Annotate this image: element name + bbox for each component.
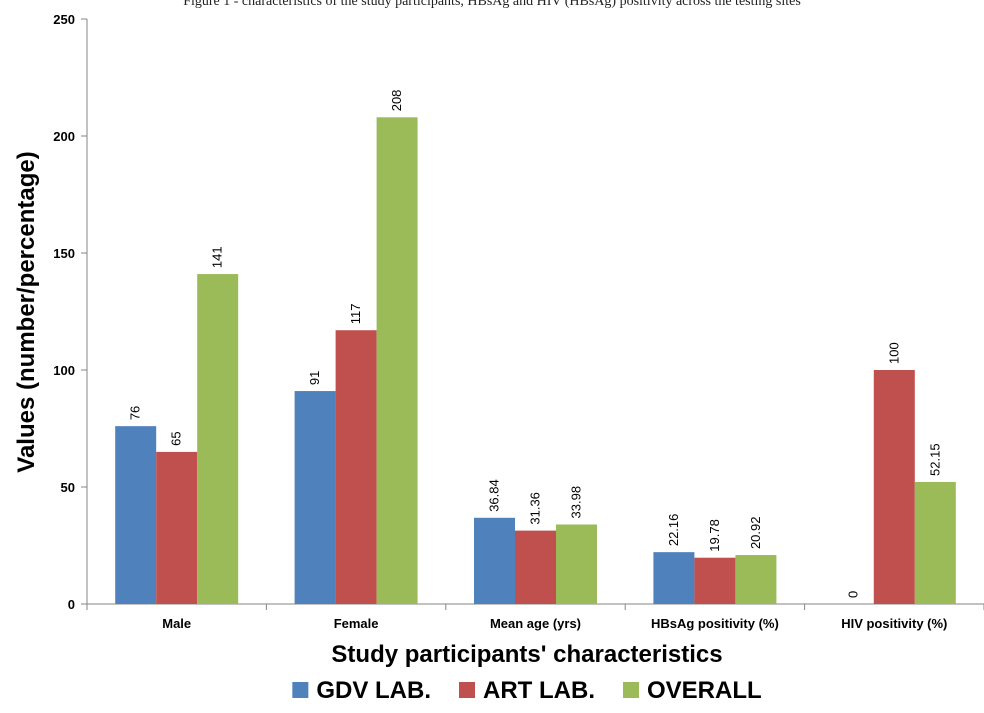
y-tick-label: 0	[68, 597, 75, 612]
data-label: 52.15	[927, 443, 942, 476]
data-label: 31.36	[528, 492, 543, 525]
figure-caption: Figure 1 - characteristics of the study …	[183, 0, 801, 9]
x-axis: Male Female Mean age (yrs) HBsAg positivity…	[86, 603, 984, 631]
data-label: 20.92	[748, 517, 763, 550]
bar	[156, 451, 198, 604]
bar	[735, 555, 777, 604]
y-tick-label: 250	[53, 12, 75, 27]
x-tick-label: Mean age (yrs)	[490, 616, 581, 631]
y-tick-label: 200	[53, 129, 75, 144]
data-label: 117	[348, 303, 363, 324]
x-tick-label: HIV positivity (%)	[841, 616, 947, 631]
x-tick-label: HBsAg positivity (%)	[651, 616, 779, 631]
legend: GDV LAB. ART LAB. OVERALL	[292, 677, 762, 704]
y-axis: 0 50 100 150 200 250	[53, 12, 88, 612]
y-tick-label: 150	[53, 246, 75, 261]
legend-label: GDV LAB.	[316, 677, 431, 704]
data-label: 0	[845, 591, 860, 598]
bar	[474, 517, 515, 604]
data-label: 141	[210, 246, 225, 268]
bars	[115, 117, 956, 604]
legend-label: OVERALL	[647, 677, 762, 704]
data-labels: 76 65 141 91 117 208 36.84 31.36 33.98 22.16 19.78…	[128, 90, 943, 598]
legend-swatch	[622, 682, 639, 698]
bar	[197, 274, 239, 604]
data-label: 19.78	[707, 519, 722, 552]
x-tick-label: Female	[334, 616, 379, 631]
bar	[914, 481, 956, 604]
x-tick-label: Male	[162, 616, 191, 631]
data-label: 100	[886, 342, 901, 364]
bar	[653, 552, 695, 604]
bar	[376, 117, 418, 604]
bar	[556, 524, 597, 604]
data-label: 36.84	[487, 479, 502, 512]
bar	[694, 557, 736, 604]
x-axis-title: Study participants' characteristics	[331, 641, 722, 668]
bar	[873, 370, 915, 604]
legend-swatch	[459, 682, 476, 698]
data-label: 91	[307, 371, 322, 385]
bar	[294, 391, 336, 604]
legend-label: ART LAB.	[483, 677, 595, 704]
data-label: 33.98	[569, 486, 584, 519]
y-tick-label: 50	[61, 480, 75, 495]
legend-swatch	[292, 682, 309, 698]
bar	[515, 530, 556, 604]
data-label: 22.16	[666, 514, 681, 547]
data-label: 208	[389, 90, 404, 112]
y-axis-title: Values (number/percentage)	[13, 151, 40, 472]
bar	[335, 330, 377, 604]
data-label: 65	[169, 431, 184, 445]
bar	[115, 426, 157, 604]
y-tick-label: 100	[53, 363, 75, 378]
data-label: 76	[128, 406, 143, 420]
